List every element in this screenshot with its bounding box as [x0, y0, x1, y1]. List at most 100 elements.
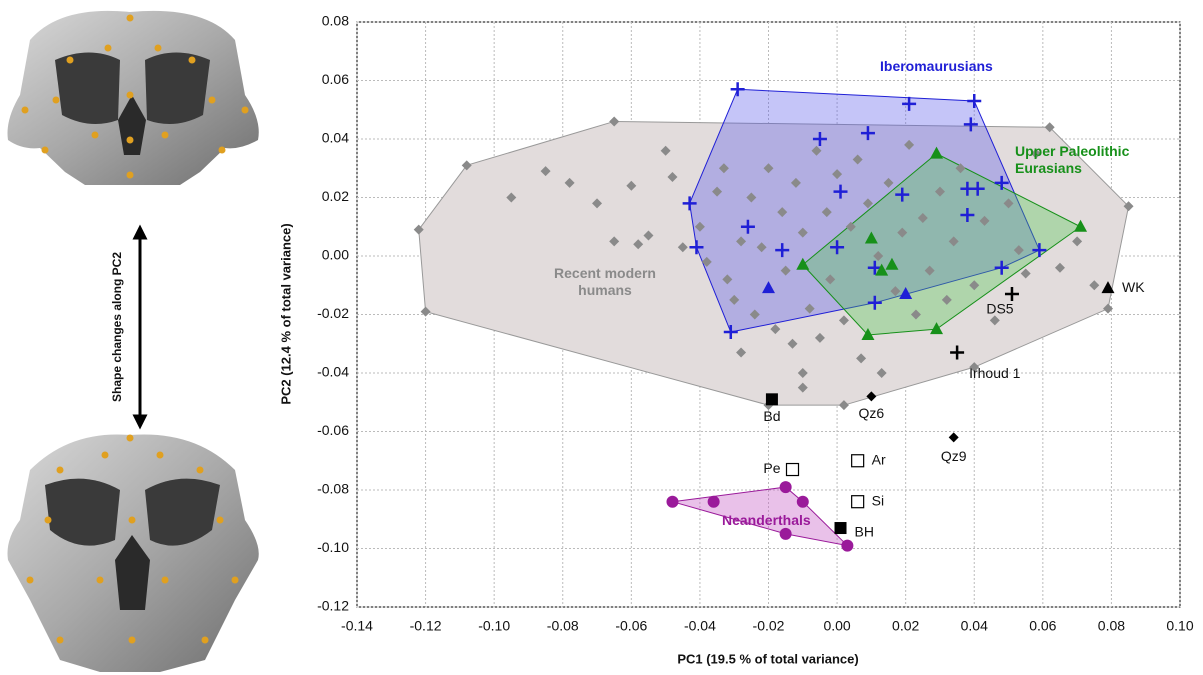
specimen-label: WK [1122, 279, 1145, 295]
point [890, 286, 901, 297]
x-tick-label: 0.02 [892, 618, 919, 634]
point [811, 145, 822, 156]
point [885, 257, 899, 270]
point [780, 265, 791, 276]
group-label: Upper Paleolithic Eurasians [1015, 143, 1130, 176]
point [948, 236, 959, 247]
point [873, 251, 884, 261]
point [897, 227, 908, 238]
point [851, 495, 865, 509]
point [765, 393, 778, 406]
point [852, 154, 863, 165]
specimen-label: Qz9 [941, 448, 967, 464]
point [917, 212, 928, 223]
point [723, 325, 738, 340]
point [1020, 268, 1031, 279]
point [845, 221, 856, 232]
point [787, 338, 798, 349]
point [861, 327, 875, 340]
point [825, 274, 836, 285]
y-tick-label: 0.00 [322, 247, 349, 263]
point [994, 175, 1009, 190]
point [779, 481, 792, 494]
y-axis-title: PC2 (12.4 % of total variance) [278, 223, 293, 404]
point [461, 160, 472, 171]
point [1072, 236, 1083, 247]
point [540, 166, 551, 177]
point [867, 295, 882, 310]
point [979, 215, 990, 226]
point [1044, 122, 1055, 133]
point [994, 260, 1009, 275]
point [910, 309, 921, 320]
x-tick-label: -0.02 [753, 618, 785, 634]
point [718, 163, 729, 174]
group-label: Neanderthals [722, 512, 811, 528]
y-tick-label: -0.08 [317, 481, 349, 497]
specimen-label: DS5 [986, 301, 1013, 317]
specimen-label: Irhoud 1 [969, 365, 1021, 381]
point [762, 281, 775, 294]
point [775, 243, 790, 258]
y-tick-label: -0.10 [317, 539, 349, 555]
point [796, 495, 809, 508]
point [707, 495, 720, 508]
y-tick-label: 0.04 [322, 130, 349, 146]
point [930, 146, 944, 159]
point [866, 391, 877, 402]
point [864, 231, 878, 244]
group-label: Recent modern humans [554, 265, 656, 298]
point [1013, 245, 1024, 256]
x-tick-label: -0.14 [341, 618, 373, 634]
point [564, 177, 575, 188]
skull-bottom [7, 434, 259, 672]
side-annotation: Shape changes along PC2 [110, 252, 124, 402]
point [1004, 287, 1019, 302]
point [413, 224, 424, 235]
point [1054, 262, 1065, 273]
x-tick-label: 0.06 [1029, 618, 1056, 634]
point [970, 181, 985, 196]
point [899, 287, 913, 300]
point [969, 280, 980, 291]
skull-top [7, 10, 259, 186]
point [904, 139, 915, 150]
point [633, 239, 644, 250]
point [989, 315, 1000, 326]
x-tick-label: -0.04 [684, 618, 716, 634]
point [875, 263, 889, 276]
point [838, 400, 849, 411]
specimen-label: BH [855, 524, 874, 540]
x-tick-label: -0.10 [478, 618, 510, 634]
point [701, 256, 712, 267]
point [749, 309, 760, 320]
point [677, 242, 688, 253]
point [712, 186, 723, 197]
point [736, 236, 747, 247]
point [667, 172, 678, 183]
y-tick-label: -0.04 [317, 364, 349, 380]
point [740, 219, 755, 234]
specimen-label: Bd [763, 408, 780, 424]
point [779, 527, 792, 540]
point [609, 116, 620, 127]
y-tick-label: -0.06 [317, 422, 349, 438]
point [955, 163, 966, 174]
point [1074, 219, 1088, 232]
point [1123, 201, 1134, 212]
specimen-label: Pe [763, 460, 780, 476]
y-tick-label: 0.08 [322, 13, 349, 29]
point [609, 236, 620, 247]
group-hull [802, 153, 1082, 336]
point [969, 362, 980, 373]
point [746, 192, 757, 203]
point [963, 117, 978, 132]
point [682, 196, 697, 211]
specimen-label: Qz6 [859, 405, 885, 421]
point [812, 132, 827, 146]
y-tick-label: 0.02 [322, 188, 349, 204]
point [1102, 303, 1113, 314]
point [860, 126, 875, 141]
point [876, 368, 887, 378]
